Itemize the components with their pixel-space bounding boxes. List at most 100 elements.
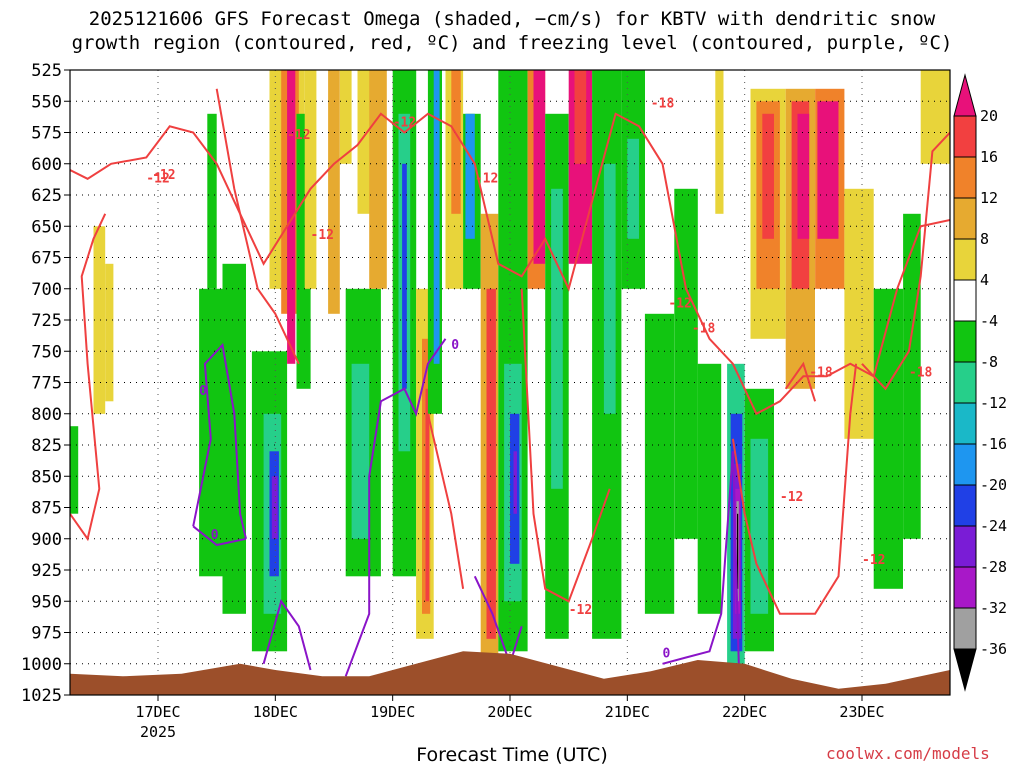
dgz-contour-label: -12 (311, 228, 334, 243)
y-tick-label: 1000 (21, 655, 62, 675)
chart-title-line2: growth region (contoured, red, ºC) and f… (71, 32, 953, 54)
y-tick-label: 975 (31, 624, 62, 644)
freezing-contour-label: 0 (451, 338, 459, 353)
freezing-contour-line (262, 599, 312, 671)
y-tick-label: 825 (31, 436, 62, 456)
colorbar-label: -8 (980, 353, 998, 371)
omega-strip (762, 113, 774, 239)
colorbar-label: -16 (980, 435, 1007, 453)
x-axis: 17DEC 18DEC 19DEC 20DEC 21DEC 22DEC 23DEC 2025 (135, 695, 885, 741)
colorbar-swatch (953, 115, 977, 158)
colorbar-swatch (953, 648, 977, 692)
x-tick-label: 17DEC (135, 703, 180, 721)
dgz-contour-label: -12 (287, 128, 310, 143)
omega-strip (574, 70, 587, 164)
y-tick-label: 700 (31, 280, 62, 300)
dgz-contour-label: -12 (668, 297, 691, 312)
omega-strip (425, 388, 429, 602)
omega-strip (903, 213, 921, 539)
freezing-contour-line (662, 451, 740, 665)
dgz-contour-line (215, 88, 300, 365)
dgz-contour-label: -12 (146, 172, 169, 187)
y-tick-label: 950 (31, 592, 62, 612)
colorbar: 20 16 12 8 4 -4 -8 -12 -16 -20 -24 -28 -32 -36 (953, 73, 1007, 692)
dgz-contour-line (426, 413, 465, 589)
x-tick-label: 20DEC (487, 703, 532, 721)
colorbar-label: -12 (980, 394, 1007, 412)
y-tick-label: 625 (31, 186, 62, 206)
omega-strip (873, 288, 903, 589)
x-tick-label: 21DEC (605, 703, 650, 721)
colorbar-label: -36 (980, 640, 1007, 658)
x-tick-label: 23DEC (839, 703, 884, 721)
colorbar-label: 8 (980, 230, 989, 248)
y-tick-label: 725 (31, 311, 62, 331)
dgz-contour-label: -12 (780, 490, 803, 505)
omega-strip (207, 113, 217, 289)
x-axis-label: Forecast Time (UTC) (416, 744, 608, 766)
omega-strip (644, 313, 675, 614)
colorbar-label: -20 (980, 476, 1007, 494)
colorbar-label: 12 (980, 189, 998, 207)
omega-shading (70, 70, 950, 664)
freezing-contour-line (473, 575, 523, 667)
omega-strip (844, 188, 874, 439)
y-tick-label: 525 (31, 61, 62, 81)
omega-strip (93, 226, 106, 414)
colorbar-label: -32 (980, 599, 1007, 617)
freezing-contour-line (192, 525, 247, 547)
dgz-contour-line (784, 361, 817, 402)
y-tick-label: 900 (31, 530, 62, 550)
colorbar-swatch (953, 361, 977, 404)
colorbar-swatch (953, 443, 977, 486)
omega-strip (287, 70, 296, 364)
y-tick-label: 650 (31, 217, 62, 237)
colorbar-label: -28 (980, 558, 1007, 576)
x-tick-label: 18DEC (253, 703, 298, 721)
freezing-contour-line (192, 342, 247, 540)
freezing-contour-line (344, 338, 447, 677)
omega-strip (222, 263, 246, 614)
dgz-contour-label: -12 (475, 172, 498, 187)
omega-strip (533, 70, 546, 264)
omega-strip (70, 426, 79, 514)
x-tick-label: 22DEC (722, 703, 767, 721)
omega-strip (627, 138, 639, 239)
dgz-contour-line (70, 112, 950, 416)
colorbar-swatch (953, 484, 977, 527)
omega-strip (304, 70, 317, 289)
x-tick-label: 19DEC (370, 703, 415, 721)
y-axis: 525 550 575 600 625 650 675 700 725 750 775 800 825 8… (21, 61, 70, 706)
colorbar-swatch (953, 566, 977, 609)
y-tick-label: 925 (31, 561, 62, 581)
freezing-contour-label: 0 (663, 647, 671, 662)
colorbar-swatch (953, 402, 977, 445)
omega-strip (351, 363, 370, 539)
omega-strip (603, 163, 616, 414)
dgz-contour-line (520, 288, 611, 603)
omega-strip (402, 163, 407, 389)
freezing-contour-label: 0 (199, 384, 207, 399)
omega-strip (433, 70, 440, 364)
y-tick-label: 675 (31, 249, 62, 269)
omega-strip (339, 70, 352, 164)
dgz-contour-line (70, 213, 107, 542)
omega-strip (797, 113, 810, 239)
y-tick-label: 550 (31, 92, 62, 112)
terrain (70, 651, 950, 695)
omega-strip (817, 101, 839, 239)
omega-strip (465, 113, 475, 239)
colorbar-label: 4 (980, 271, 989, 289)
colorbar-swatch (953, 320, 977, 363)
y-tick-label: 575 (31, 124, 62, 144)
y-tick-label: 750 (31, 342, 62, 362)
gridlines (70, 70, 950, 695)
x-year-label: 2025 (140, 723, 176, 741)
omega-strip (674, 188, 698, 539)
dgz-contour-label: -18 (692, 322, 716, 337)
colorbar-label: -4 (980, 312, 998, 330)
y-tick-label: 600 (31, 155, 62, 175)
dgz-contour-label: -18 (909, 365, 933, 380)
dgz-contour-label: -12 (152, 168, 175, 183)
